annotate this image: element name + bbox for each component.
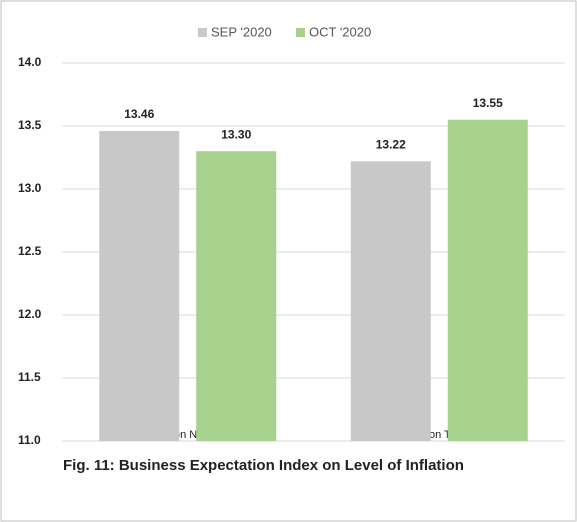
legend-swatch	[296, 28, 305, 37]
legend-swatch	[198, 28, 207, 37]
data-label: 13.46	[124, 107, 154, 121]
data-label: 13.22	[376, 137, 406, 151]
y-tick-label: 12.0	[18, 307, 42, 321]
y-tick-label: 13.5	[18, 118, 42, 132]
y-tick-label: 11.5	[18, 370, 41, 384]
bar	[196, 151, 277, 441]
bar	[350, 161, 431, 441]
caption: Fig. 11: Business Expectation Index on L…	[63, 457, 464, 474]
y-tick-label: 13.0	[18, 181, 42, 195]
y-tick-label: 12.5	[18, 244, 42, 258]
data-label: 13.30	[221, 127, 251, 141]
bar	[99, 131, 180, 442]
bar	[447, 119, 528, 441]
y-tick-label: 14.0	[18, 55, 42, 69]
legend-label: SEP '2020	[211, 24, 272, 39]
legend-label: OCT '2020	[309, 24, 371, 39]
data-label: 13.55	[473, 96, 503, 110]
y-tick-label: 11.0	[18, 433, 41, 447]
